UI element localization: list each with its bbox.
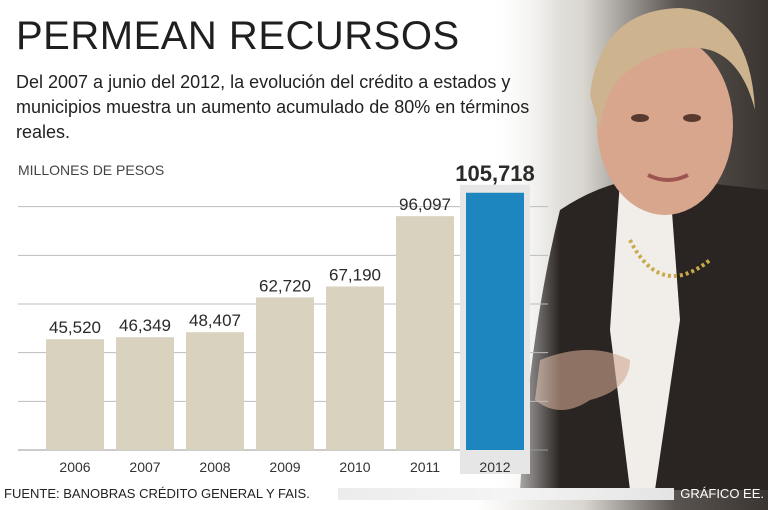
source-note: FUENTE: BANOBRAS CRÉDITO GENERAL Y FAIS.	[4, 486, 310, 501]
x-tick-label-2012: 2012	[479, 459, 510, 475]
bar-chart: 45,520 2006 46,349 2007 48,407 2008 62,720 2009…	[0, 150, 560, 480]
x-tick-label-2011: 2011	[410, 459, 440, 475]
x-tick-label-2009: 2009	[269, 459, 300, 475]
bar-2009	[256, 297, 314, 450]
bar-chart-svg: 45,520 2006 46,349 2007 48,407 2008 62,720 2009…	[18, 161, 548, 475]
y-axis-unit-label: MILLONES DE PESOS	[18, 162, 165, 178]
footer-divider	[338, 488, 674, 500]
value-label-2007: 46,349	[119, 316, 171, 335]
x-tick-label-2010: 2010	[339, 459, 370, 475]
chart-title: PERMEAN RECURSOS	[16, 14, 460, 58]
x-tick-label-2007: 2007	[129, 459, 160, 475]
bar-2008	[186, 332, 244, 450]
value-label-2009: 62,720	[259, 276, 311, 295]
bar-2006	[46, 339, 104, 450]
chart-subtitle: Del 2007 a junio del 2012, la evolución …	[16, 72, 530, 142]
value-label-2012: 105,718	[455, 161, 535, 186]
value-label-2006: 45,520	[49, 318, 101, 337]
x-tick-label-2006: 2006	[59, 459, 90, 475]
graphic-credit: GRÁFICO EE.	[680, 486, 764, 501]
value-label-2011: 96,097	[399, 195, 451, 214]
bar-2010	[326, 286, 384, 450]
bar-2011	[396, 216, 454, 450]
x-tick-label-2008: 2008	[199, 459, 230, 475]
value-label-2010: 67,190	[329, 266, 381, 285]
bar-2007	[116, 337, 174, 450]
value-label-2008: 48,407	[189, 311, 241, 330]
bar-2012	[466, 192, 524, 450]
footer: FUENTE: BANOBRAS CRÉDITO GENERAL Y FAIS.…	[0, 482, 768, 510]
